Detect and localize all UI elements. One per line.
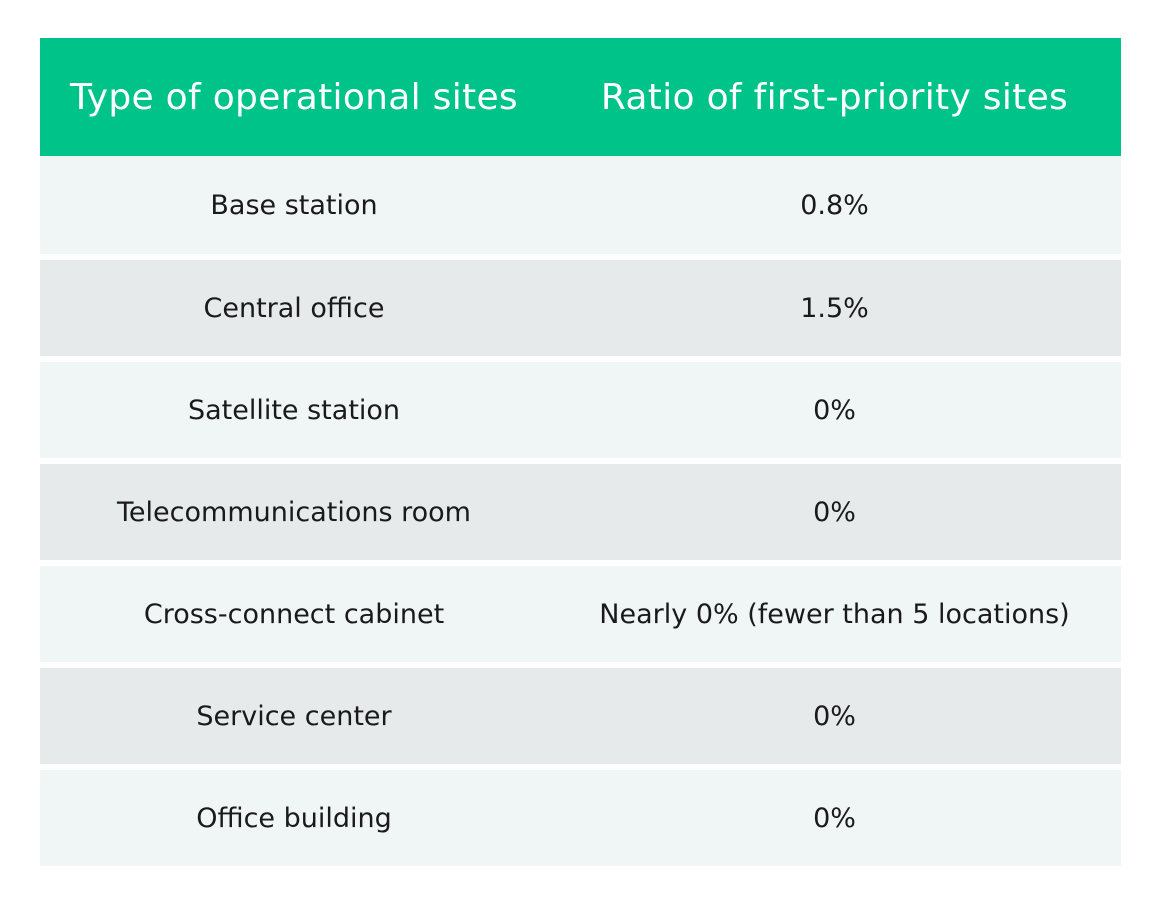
ratio-cell: 0%: [813, 700, 856, 732]
ratio-cell: 0%: [813, 802, 856, 834]
ratio-cell: 1.5%: [800, 292, 869, 324]
site-type-cell: Telecommunications room: [117, 496, 471, 528]
header-site-type: Type of operational sites: [70, 76, 518, 118]
table-row: Office building 0%: [40, 770, 1121, 866]
table-header: Type of operational sites Ratio of first…: [40, 38, 1121, 156]
site-type-cell: Office building: [196, 802, 392, 834]
site-type-cell: Base station: [210, 189, 378, 221]
table-row: Service center 0%: [40, 668, 1121, 764]
ratio-cell: 0%: [813, 394, 856, 426]
ratio-cell: 0%: [813, 496, 856, 528]
site-type-cell: Satellite station: [187, 394, 401, 426]
table-row: Central office 1.5%: [40, 260, 1121, 356]
ratio-cell: Nearly 0% (fewer than 5 locations): [599, 598, 1070, 630]
site-type-cell: Cross-connect cabinet: [143, 598, 445, 630]
table-row: Cross-connect cabinet Nearly 0% (fewer t…: [40, 566, 1121, 662]
table-row: Telecommunications room 0%: [40, 464, 1121, 560]
ratio-cell: 0.8%: [800, 189, 869, 221]
site-type-cell: Service center: [196, 700, 392, 732]
table-row: Satellite station 0%: [40, 362, 1121, 458]
header-ratio: Ratio of first-priority sites: [600, 76, 1069, 118]
table-row: Base station 0.8%: [40, 156, 1121, 254]
site-type-cell: Central office: [203, 292, 385, 324]
priority-sites-table: Type of operational sites Ratio of first…: [40, 38, 1121, 866]
